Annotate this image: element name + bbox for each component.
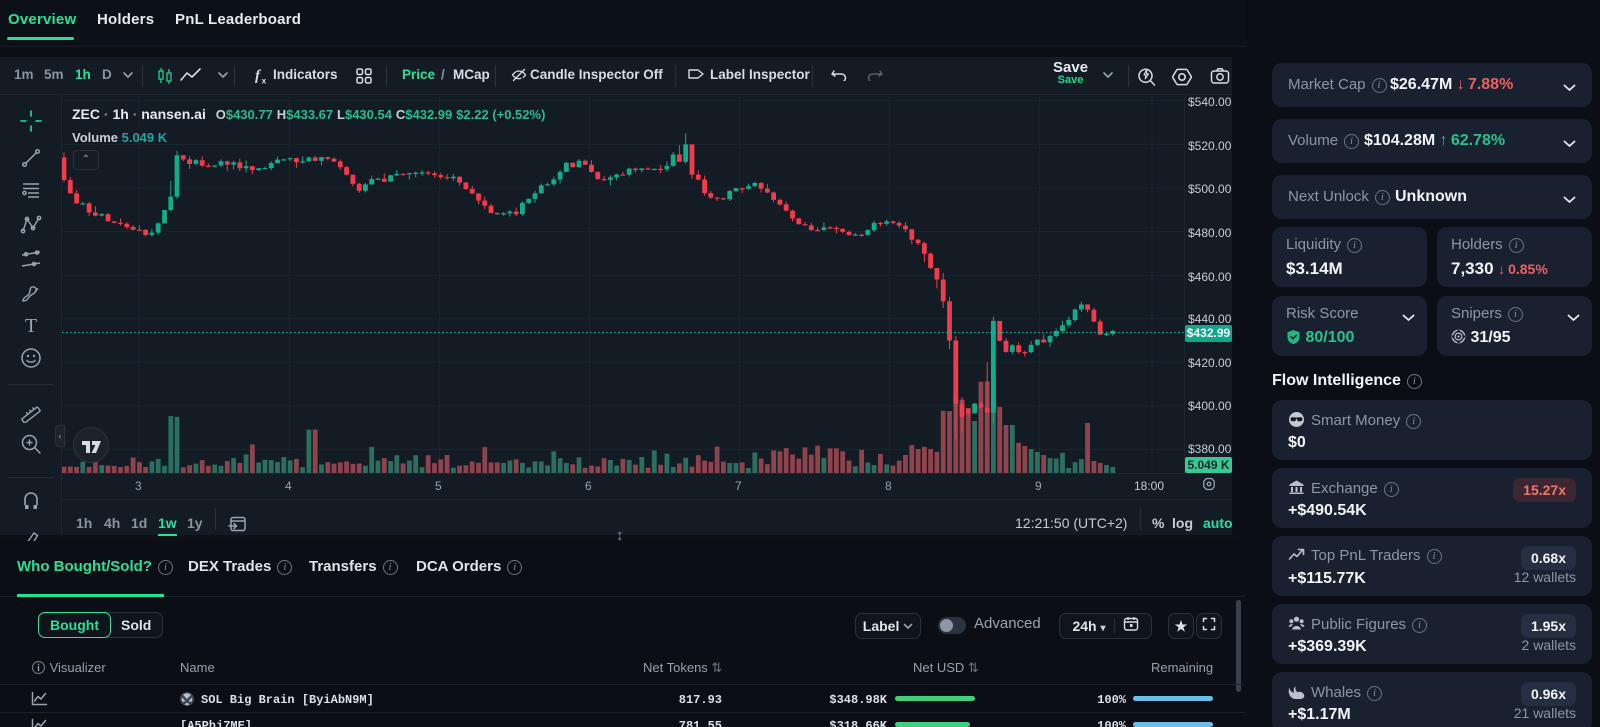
svg-text:f: f: [255, 68, 262, 84]
svg-text:T: T: [25, 315, 37, 337]
svg-text:x: x: [262, 76, 267, 86]
